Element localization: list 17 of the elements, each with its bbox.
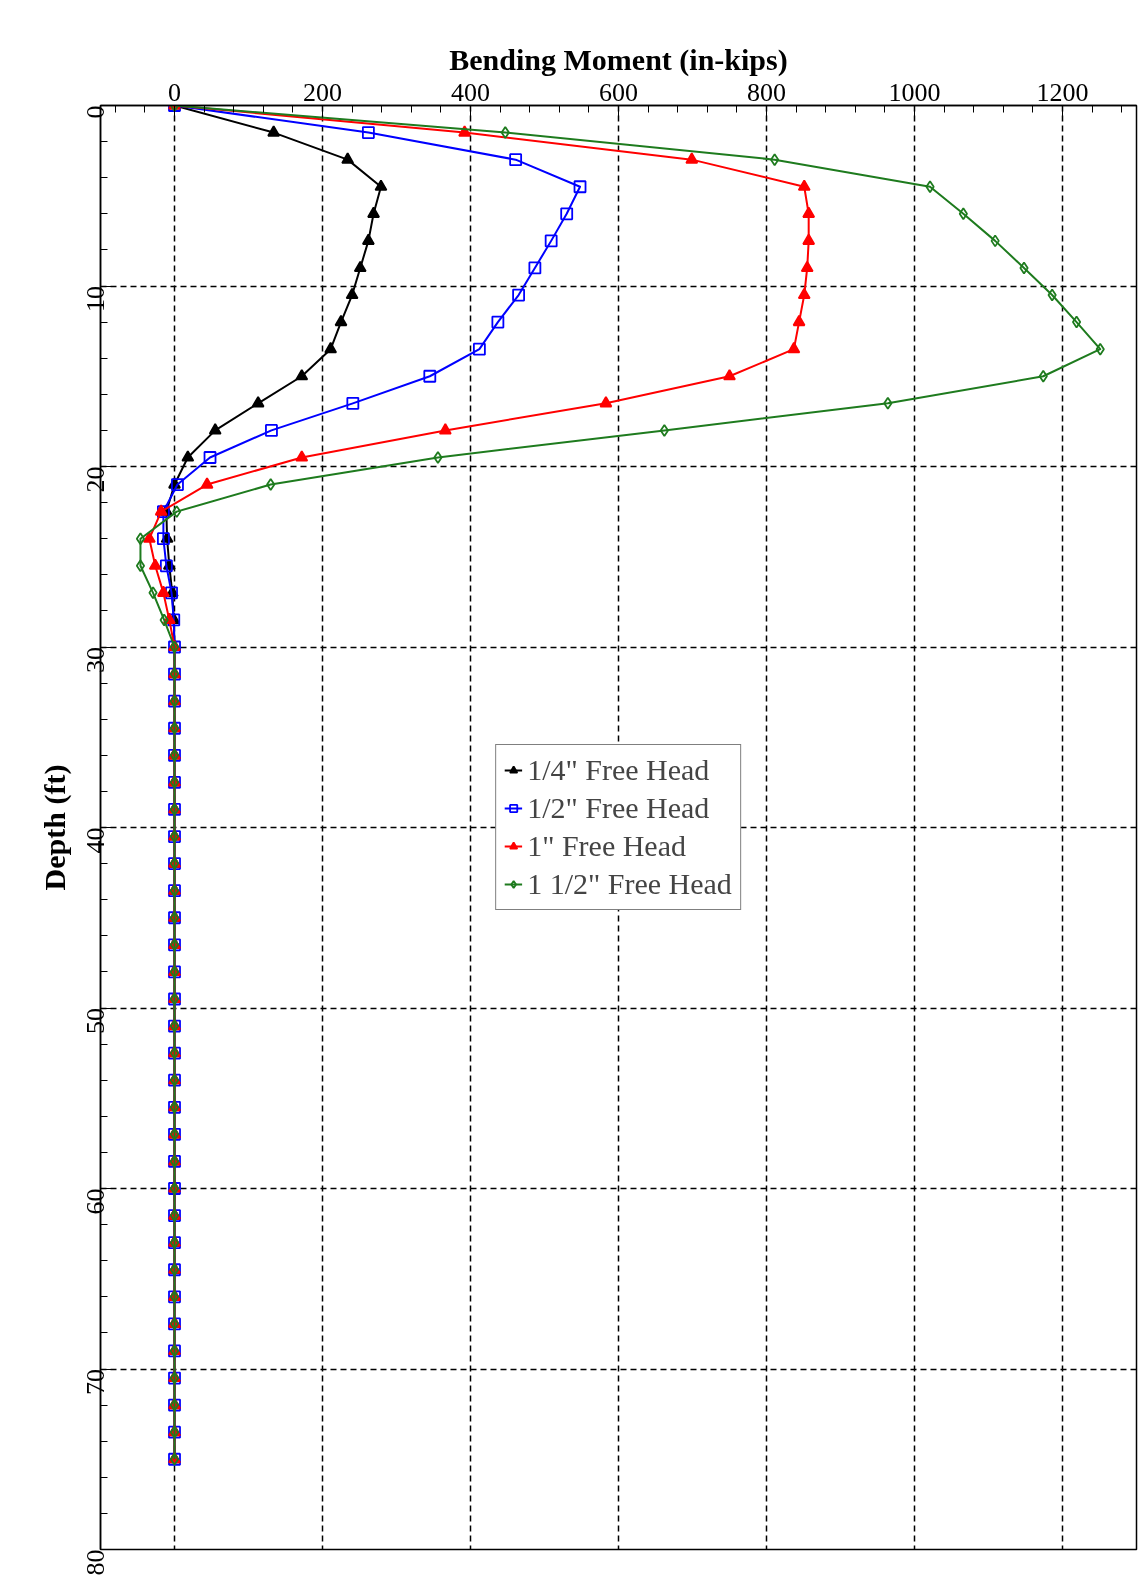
- x-tick-label: 800: [747, 77, 786, 107]
- x-tick-label: 400: [451, 77, 490, 107]
- x-axis-title: Bending Moment (in-kips): [449, 42, 788, 77]
- x-tick-label: 200: [303, 77, 342, 107]
- y-axis-title: Depth (ft): [37, 764, 72, 891]
- y-tick-label: 80: [81, 1549, 110, 1576]
- y-tick-label: 70: [81, 1369, 110, 1395]
- y-tick-label: 20: [81, 466, 110, 493]
- x-tick-label: 1200: [1036, 77, 1089, 107]
- y-tick-label: 50: [81, 1008, 110, 1034]
- x-tick-label: 1000: [888, 77, 941, 107]
- legend-label: 1" Free Head: [527, 829, 687, 863]
- x-tick-label: 0: [168, 77, 181, 107]
- legend-label: 1/2" Free Head: [527, 791, 710, 825]
- legend-label: 1/4" Free Head: [527, 753, 710, 787]
- x-tick-label: 600: [599, 77, 638, 107]
- legend-label: 1 1/2" Free Head: [527, 867, 732, 901]
